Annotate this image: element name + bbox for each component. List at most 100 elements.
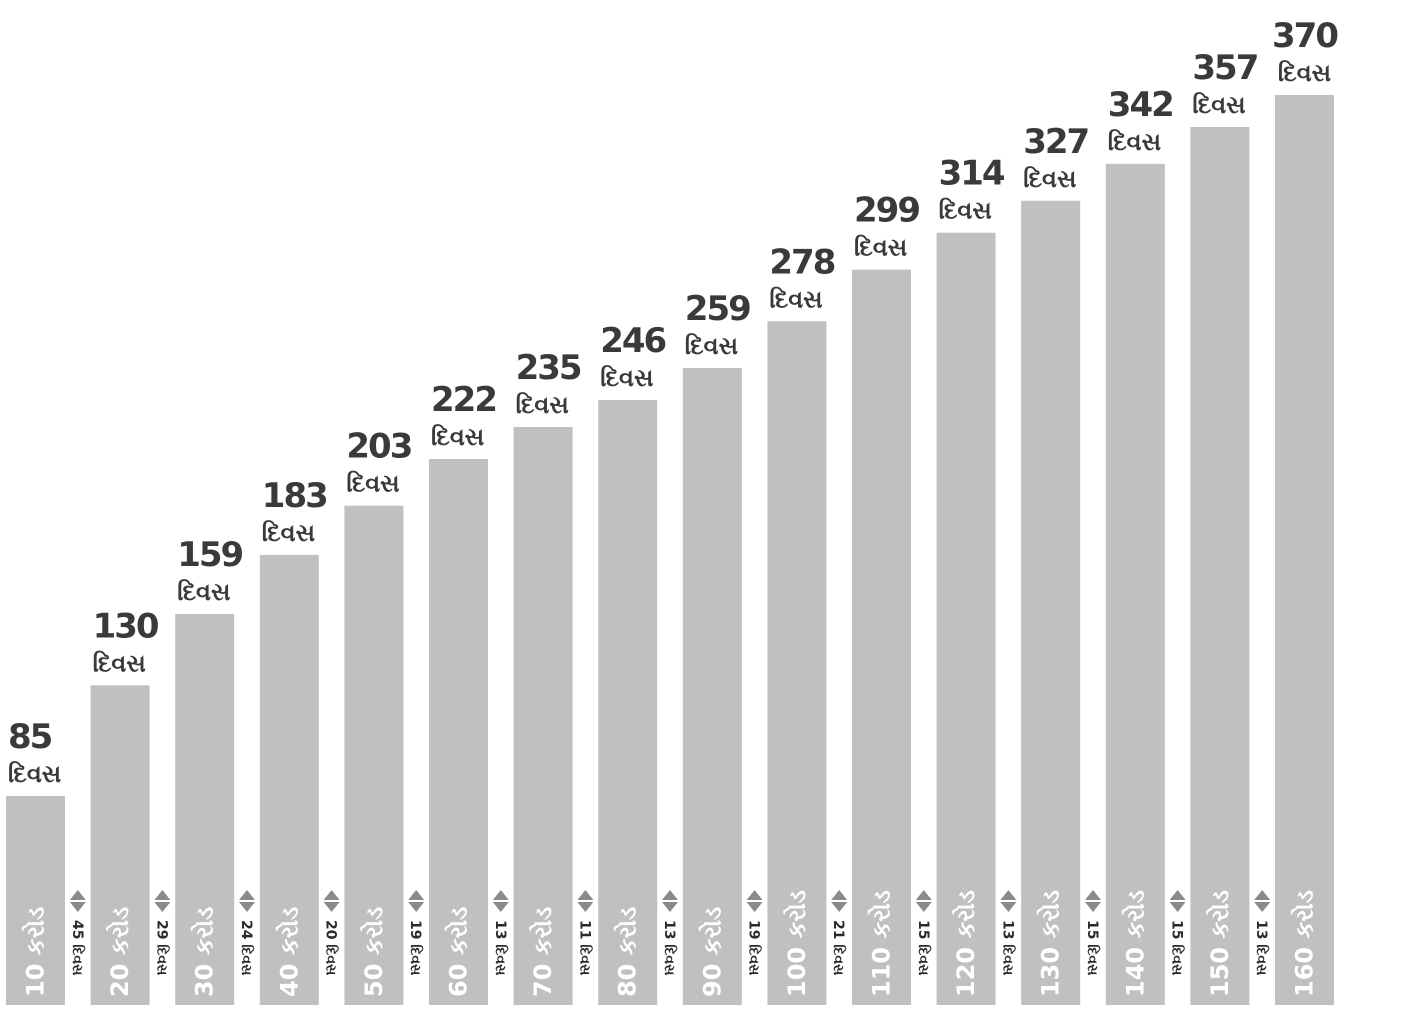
category-label: 90 કરોડ — [697, 907, 726, 997]
bar-value-label: 259 — [685, 289, 750, 329]
bar-16 — [1275, 95, 1334, 1005]
gap-arrow-up-icon — [239, 890, 255, 900]
category-label: 80 કરોડ — [613, 907, 642, 997]
bar-13 — [1021, 200, 1081, 1005]
gap-label: 19 દિવસ — [746, 920, 763, 976]
gap-label: 15 દિવસ — [1084, 920, 1101, 976]
bar-value-label: 246 — [600, 321, 665, 361]
bar-value-label: 85 — [8, 717, 52, 757]
bar-12 — [936, 232, 996, 1005]
gap-arrow-down-icon — [1085, 902, 1101, 912]
category-labels-group: 10 કરોડ 20 કરોડ 30 કરોડ 40 કરોડ 50 કરોડ 60 કર… — [21, 890, 1319, 997]
bar-value-label: 235 — [516, 348, 581, 388]
category-label: 60 કરોડ — [444, 907, 473, 997]
gap-label: 13 દિવસ — [661, 920, 678, 976]
gap-label: 21 દિવસ — [830, 920, 847, 976]
category-label: 100 કરોડ — [782, 890, 811, 997]
bar-unit-label: દિવસ — [177, 578, 230, 606]
bar-unit-label: દિવસ — [1023, 165, 1076, 193]
gap-arrow-up-icon — [492, 890, 509, 900]
gap-label: 15 દિવસ — [1169, 920, 1186, 976]
gap-arrow-up-icon — [577, 890, 594, 900]
bar-unit-label: દિવસ — [8, 760, 61, 788]
bar-unit-label: દિવસ — [769, 285, 822, 313]
gap-arrow-down-icon — [915, 902, 932, 912]
gap-label: 29 દિવસ — [153, 920, 170, 976]
category-label: 20 કરોડ — [105, 907, 134, 997]
bar-unit-label: દિવસ — [854, 234, 907, 262]
gap-arrow-down-icon — [1169, 902, 1186, 912]
category-label: 70 કરોડ — [528, 907, 557, 997]
gap-label: 11 દિવસ — [576, 920, 593, 976]
gap-arrow-up-icon — [408, 890, 425, 900]
bar-1 — [6, 795, 65, 1005]
bar-11 — [852, 269, 911, 1006]
value-labels-group: 85 દિવસ 130 દિવસ 159 દિવસ 183 દિવસ 203 દિવસ 222 દિવ… — [8, 16, 1340, 788]
bar-10 — [767, 321, 827, 1005]
category-label: 130 કરોડ — [1036, 890, 1065, 997]
bar-value-label: 278 — [769, 242, 834, 282]
bar-unit-label: દિવસ — [1192, 91, 1245, 119]
gap-arrow-down-icon — [323, 902, 340, 912]
category-label: 160 કરોડ — [1290, 890, 1319, 997]
gap-arrow-down-icon — [239, 902, 255, 912]
bar-unit-label: દિવસ — [262, 519, 315, 547]
bar-value-label: 299 — [854, 191, 919, 231]
gap-arrow-down-icon — [69, 902, 86, 912]
bar-value-label: 183 — [262, 476, 327, 516]
gap-label: 20 દિવસ — [323, 920, 340, 976]
bar-unit-label: દિવસ — [93, 649, 146, 677]
bar-value-label: 327 — [1023, 122, 1088, 162]
gap-label: 13 દિવસ — [492, 920, 509, 976]
gap-label: 45 દિવસ — [69, 920, 86, 976]
category-label: 110 કરોડ — [867, 890, 896, 997]
gap-arrow-up-icon — [69, 890, 86, 900]
category-label: 30 કરોડ — [190, 907, 219, 997]
gap-label: 13 દિવસ — [1253, 920, 1270, 976]
gap-label: 19 દિવસ — [407, 920, 424, 976]
bar-value-label: 159 — [177, 535, 242, 575]
bar-value-label: 357 — [1192, 48, 1257, 88]
gap-arrow-down-icon — [408, 902, 425, 912]
bar-value-label: 130 — [93, 606, 159, 646]
bar-14 — [1105, 163, 1165, 1005]
bar-8 — [598, 399, 658, 1005]
bars-group — [6, 95, 1334, 1006]
gap-arrow-up-icon — [1085, 890, 1101, 900]
bar-9 — [682, 368, 742, 1005]
bar-unit-label: દિવસ — [1108, 128, 1161, 156]
gap-arrow-up-icon — [1000, 890, 1017, 900]
bar-3 — [175, 613, 235, 1005]
gap-arrow-down-icon — [1000, 902, 1017, 912]
category-label: 140 કરોડ — [1120, 890, 1149, 997]
gap-arrow-up-icon — [662, 890, 678, 900]
gap-label: 24 દિવસ — [238, 920, 255, 976]
gap-arrow-up-icon — [1254, 890, 1271, 900]
gap-label: 15 દિવસ — [915, 920, 932, 976]
category-label: 150 કરોડ — [1205, 890, 1234, 997]
bar-value-label: 203 — [346, 427, 411, 467]
bar-value-label: 342 — [1108, 85, 1173, 125]
category-label: 40 કરોડ — [274, 907, 303, 997]
bar-unit-label: દિવસ — [685, 332, 738, 360]
gap-arrow-up-icon — [323, 890, 340, 900]
bar-unit-label: દિવસ — [600, 364, 653, 392]
bar-2 — [90, 685, 150, 1005]
gap-label: 13 દિવસ — [999, 920, 1016, 976]
category-label: 10 કરોડ — [21, 907, 50, 997]
gap-arrow-up-icon — [154, 890, 171, 900]
gap-arrow-down-icon — [577, 902, 594, 912]
gap-arrow-up-icon — [1169, 890, 1186, 900]
gap-arrow-down-icon — [746, 902, 763, 912]
category-label: 120 કરોડ — [951, 890, 980, 997]
bar-value-label: 222 — [431, 380, 496, 420]
bar-unit-label: દિવસ — [346, 470, 399, 498]
bar-unit-label: દિવસ — [431, 423, 484, 451]
bar-unit-label: દિવસ — [939, 197, 992, 225]
gap-arrow-down-icon — [154, 902, 171, 912]
gap-arrow-down-icon — [662, 902, 678, 912]
bar-5 — [344, 505, 404, 1005]
bar-value-label: 370 — [1272, 16, 1338, 56]
gap-labels-group: 45 દિવસ 29 દિવસ 24 દિવસ 20 દિવસ 19 દિવસ 13 દિ… — [69, 890, 1271, 976]
